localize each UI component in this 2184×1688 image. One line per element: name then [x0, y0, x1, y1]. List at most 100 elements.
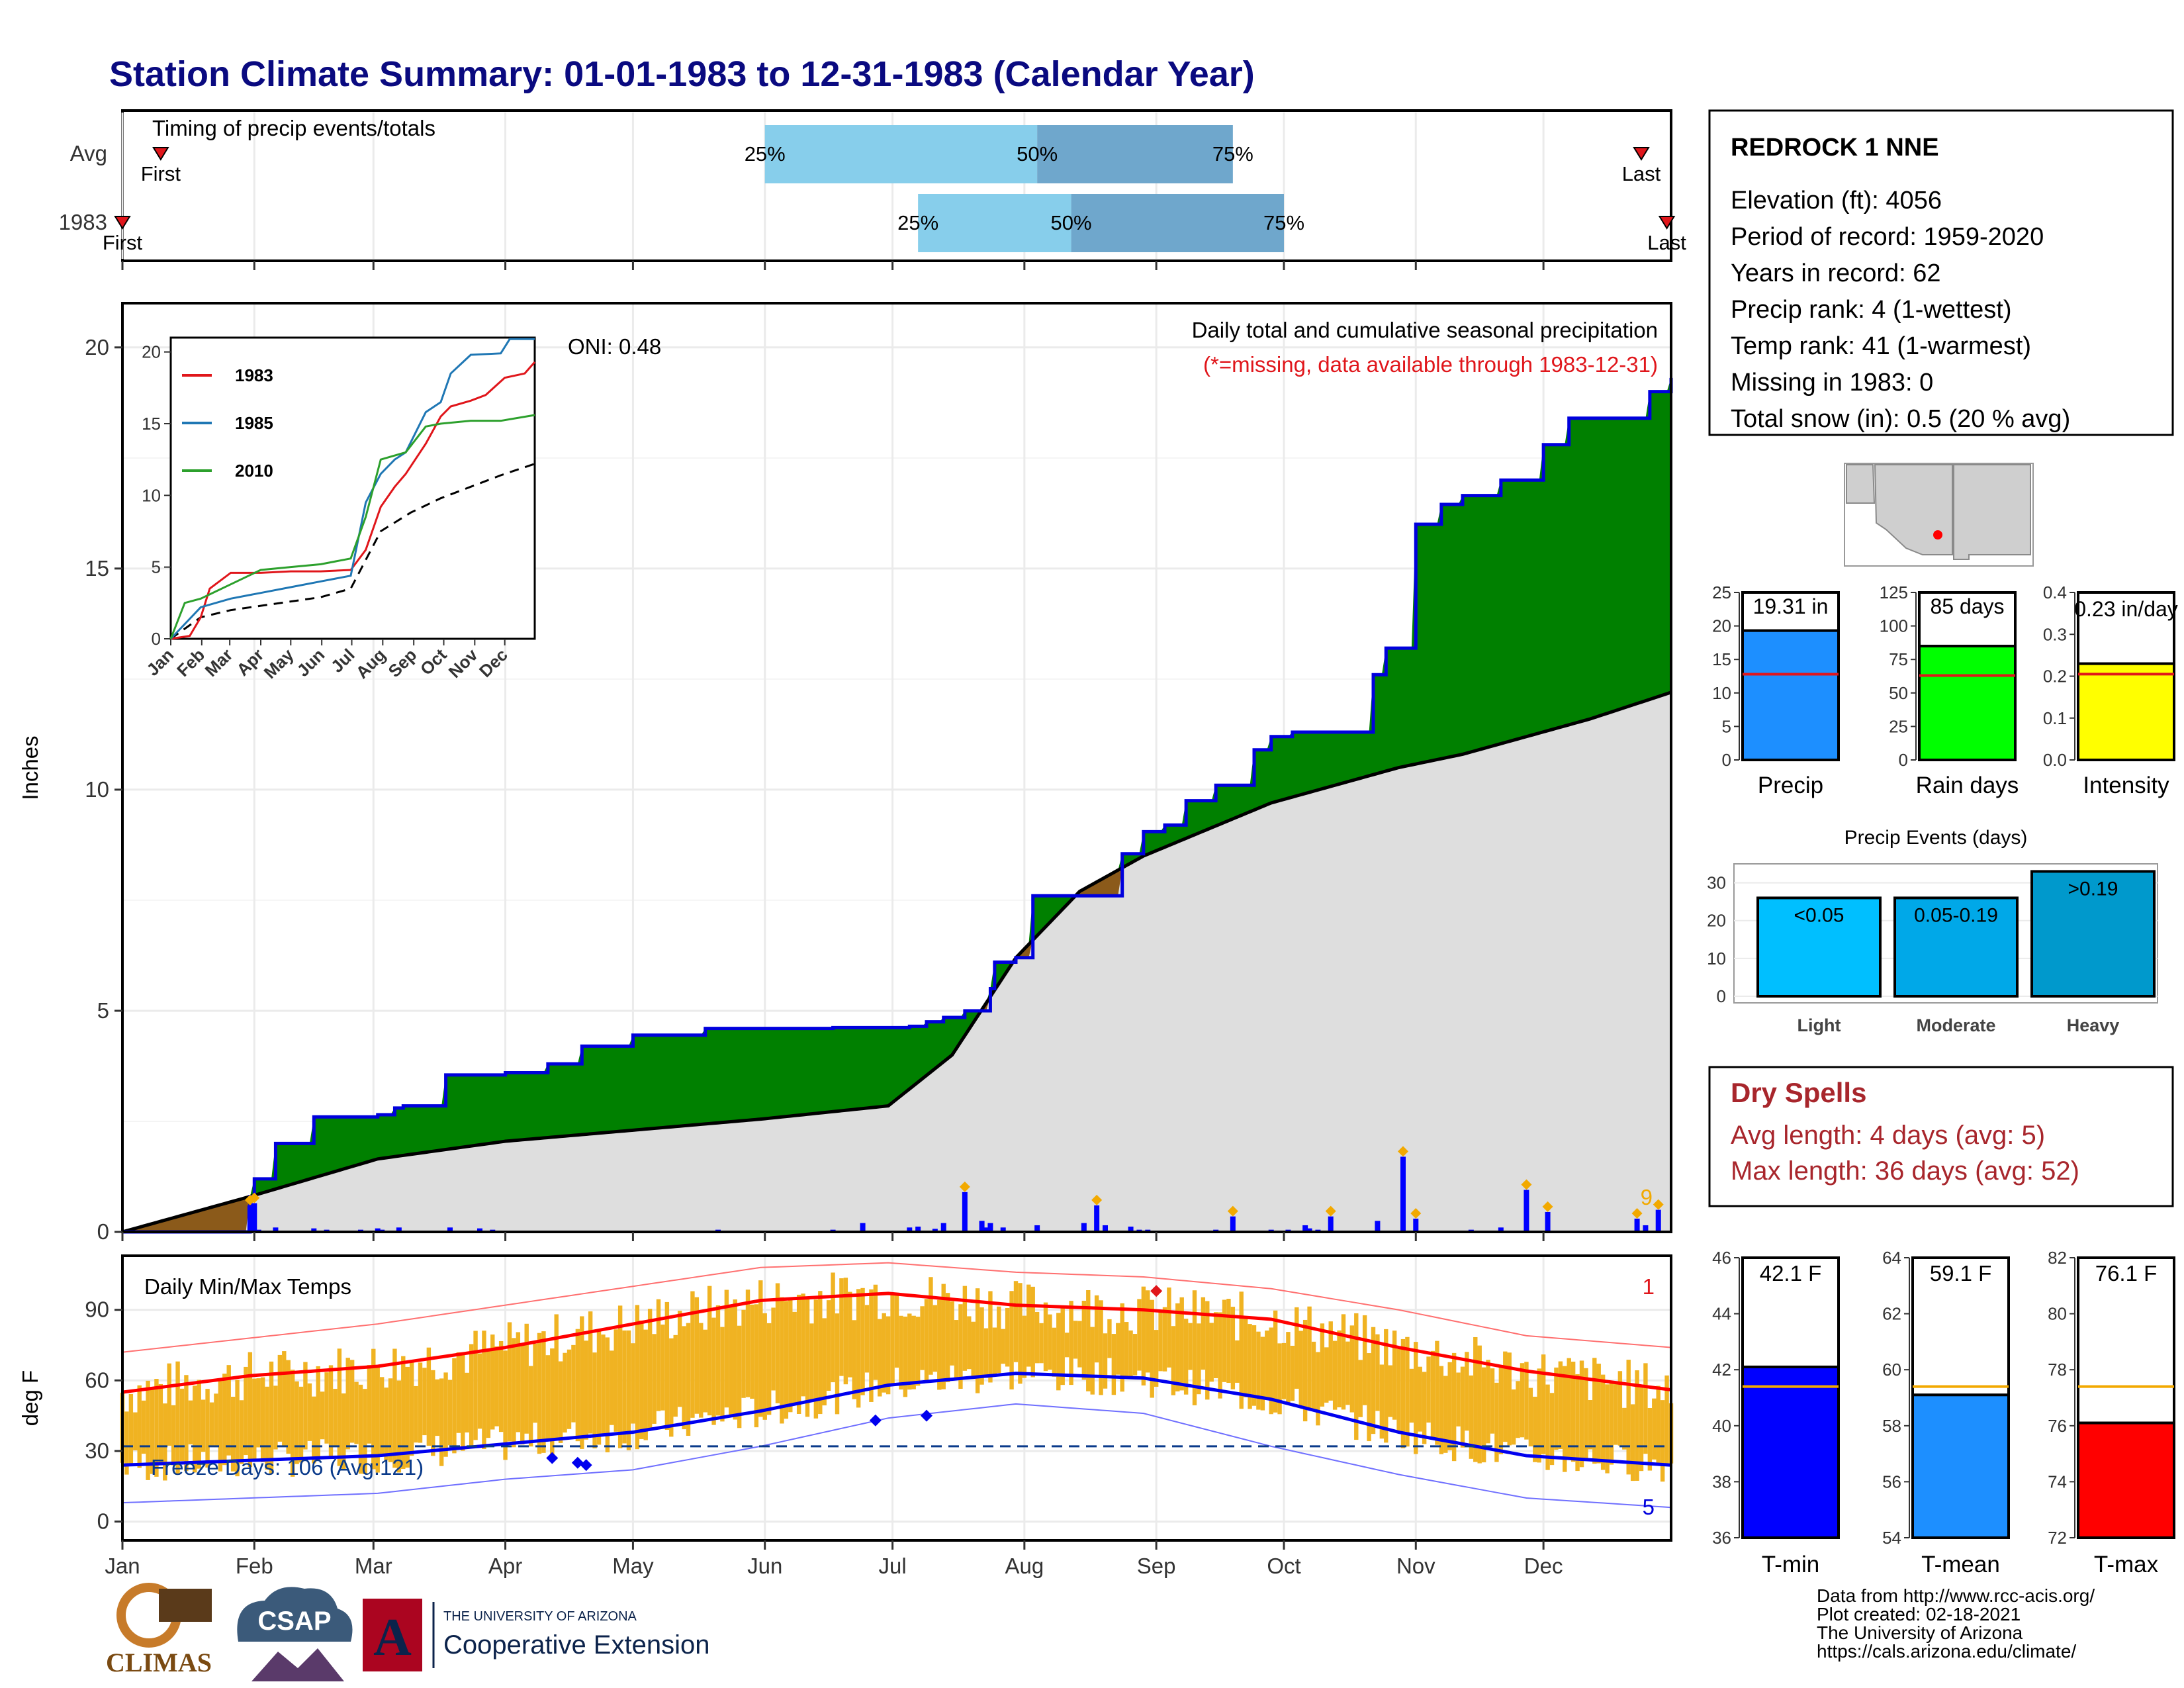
daily-temp-bar	[971, 1321, 976, 1380]
daily-temp-bar	[1396, 1348, 1401, 1431]
daily-temp-bar	[341, 1393, 346, 1470]
daily-temp-bar	[541, 1331, 546, 1453]
daily-temp-bar	[150, 1388, 155, 1474]
daily-temp-bar	[179, 1388, 185, 1462]
daily-temp-bar	[703, 1329, 707, 1413]
daily-temp-bar	[1124, 1322, 1129, 1379]
precip-y-tick-label: 10	[85, 777, 109, 802]
daily-temp-bar	[1490, 1368, 1495, 1434]
month-label: Mar	[355, 1554, 392, 1578]
summary-tick-label: 25	[1712, 583, 1731, 602]
daily-temp-bar	[664, 1301, 670, 1430]
daily-temp-bar	[1311, 1341, 1316, 1411]
daily-temp-bar	[392, 1348, 397, 1468]
event-category-label: Heavy	[2067, 1015, 2120, 1035]
timing-box-upper	[1071, 194, 1284, 252]
inset-1985-line	[169, 338, 535, 640]
inset-average-line	[170, 463, 535, 640]
daily-precip-bar	[983, 1227, 989, 1232]
daily-temp-bar	[345, 1358, 350, 1450]
daily-temp-bar	[197, 1380, 201, 1469]
daily-temp-bar	[1086, 1289, 1091, 1391]
last-event-label: Last	[1647, 231, 1686, 254]
precip-y-tick-label: 5	[97, 998, 109, 1023]
daily-temp-bar	[435, 1379, 439, 1436]
daily-temp-bar	[758, 1280, 763, 1417]
daily-temp-bar	[133, 1412, 138, 1451]
event-range-label: <0.05	[1794, 904, 1844, 926]
daily-temp-bar	[1503, 1351, 1508, 1442]
daily-temp-bar	[265, 1386, 269, 1470]
daily-temp-bar	[1256, 1331, 1261, 1410]
timing-p50-label: 50%	[1051, 211, 1092, 234]
daily-temp-bar	[1013, 1281, 1019, 1362]
daily-temp-bar	[1111, 1334, 1116, 1395]
daily-temp-bar	[396, 1380, 402, 1473]
daily-temp-bar	[1375, 1334, 1380, 1411]
daily-temp-bar	[605, 1337, 610, 1452]
extreme-precip-marker	[1521, 1179, 1532, 1190]
daily-temp-bar	[124, 1411, 129, 1475]
daily-temp-bar	[682, 1326, 686, 1430]
daily-temp-bar	[431, 1370, 435, 1456]
precip-events-chart: Precip Events (days) 0 10 20 30 <0.05 Light 0.…	[1707, 827, 2158, 1035]
station-info-line: Years in record: 62	[1731, 259, 1941, 287]
daily-temp-bar	[915, 1317, 921, 1386]
daily-temp-bar	[1635, 1370, 1639, 1481]
daily-temp-bar	[614, 1329, 618, 1432]
daily-precip-bar	[396, 1227, 402, 1232]
daily-precip-bar	[1400, 1156, 1406, 1232]
event-category-label: Moderate	[1916, 1015, 1995, 1035]
daily-temp-bar	[473, 1331, 478, 1440]
daily-temp-bar	[780, 1297, 784, 1424]
station-info-line: Precip rank: 4 (1-wettest)	[1731, 296, 2011, 324]
daily-precip-bar	[1230, 1216, 1236, 1232]
daily-precip-bar	[273, 1227, 279, 1232]
daily-temp-bar	[239, 1400, 244, 1464]
precip-events-title: Precip Events (days)	[1844, 827, 2028, 849]
summary-value-bar	[1918, 644, 2017, 762]
summary-value-bar	[2077, 662, 2175, 762]
daily-temp-bar	[1073, 1321, 1078, 1359]
footer-credit-line: Plot created: 02-18-2021	[1817, 1604, 2021, 1624]
daily-temp-bar	[333, 1389, 338, 1446]
daily-temp-bar	[367, 1365, 372, 1444]
daily-temp-bar	[1107, 1319, 1112, 1358]
daily-temp-bar	[784, 1301, 789, 1419]
daily-temp-bar	[324, 1372, 329, 1444]
daily-temp-bar	[1643, 1363, 1648, 1454]
daily-temp-bar	[1639, 1387, 1644, 1472]
daily-temp-bar	[601, 1335, 606, 1435]
daily-temp-bar	[967, 1316, 972, 1370]
station-lines: Elevation (ft): 4056 Period of record: 19…	[1731, 187, 2070, 433]
daily-temp-bar	[1332, 1340, 1338, 1410]
daily-temp-bar	[1371, 1327, 1376, 1434]
daily-temp-bar	[371, 1348, 376, 1470]
summary-tick-label: 0	[1722, 750, 1731, 770]
temp-summary-tick-label: 64	[1882, 1248, 1901, 1268]
daily-temp-bar	[439, 1378, 444, 1466]
daily-temp-bar	[1064, 1333, 1069, 1358]
inset-y-tick-label: 20	[142, 342, 161, 362]
csap-logo: CSAP	[237, 1587, 353, 1681]
daily-precip-bar	[447, 1227, 453, 1232]
daily-temp-bar	[1175, 1303, 1180, 1391]
daily-temp-bar	[1128, 1330, 1133, 1378]
csap-logo-mountain	[251, 1648, 344, 1681]
last-event-label: Last	[1622, 162, 1661, 185]
daily-temp-bar	[584, 1340, 588, 1440]
month-label: Jun	[747, 1554, 782, 1578]
daily-temp-bar	[983, 1328, 989, 1378]
daily-precip-bar	[311, 1228, 317, 1232]
daily-temp-bar	[328, 1365, 334, 1459]
daily-temp-bar	[503, 1350, 508, 1460]
summary-tick-label: 15	[1712, 649, 1731, 669]
daily-temp-bar	[775, 1283, 780, 1403]
daily-temp-bar	[1281, 1342, 1287, 1399]
average-min-line	[122, 1372, 1672, 1467]
station-name: REDROCK 1 NNE	[1731, 134, 1939, 162]
daily-temp-bar	[762, 1313, 767, 1420]
first-event-label: First	[103, 231, 143, 254]
month-label: Jul	[878, 1554, 906, 1578]
daily-temp-bar	[873, 1284, 878, 1380]
